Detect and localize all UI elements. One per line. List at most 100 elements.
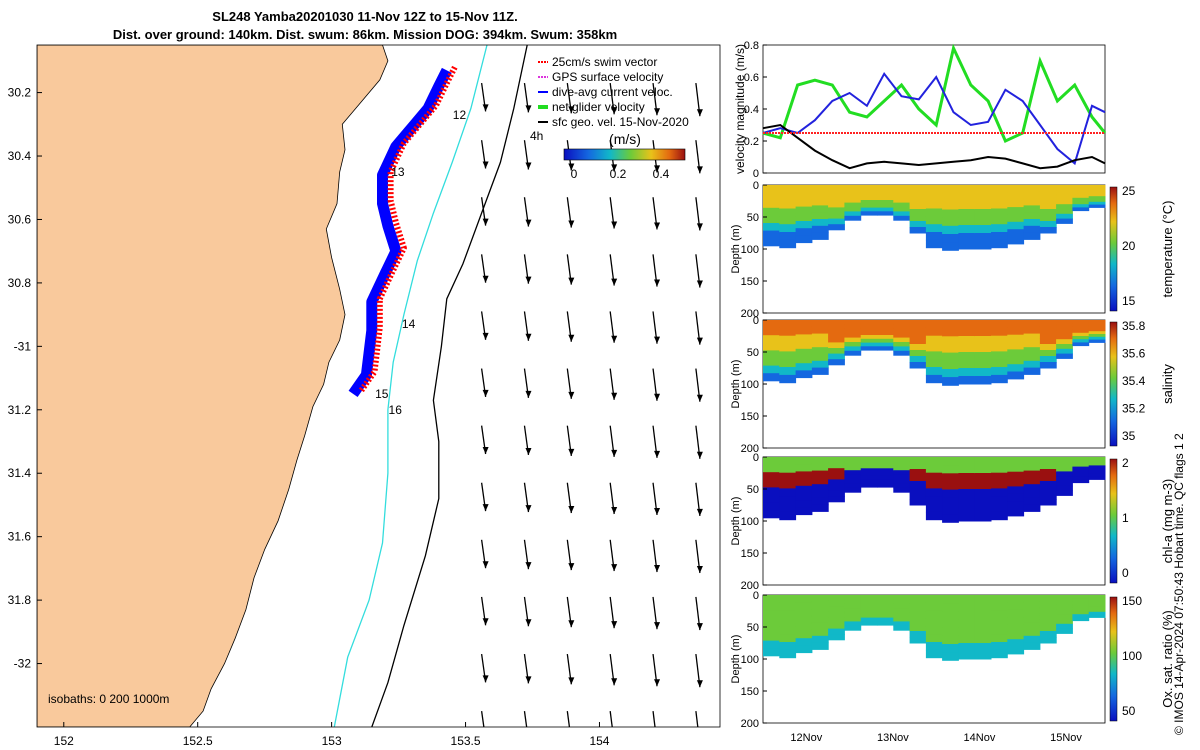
profile-cell [958, 368, 976, 377]
profile-cell [942, 506, 959, 515]
profile-cell [942, 595, 959, 604]
current-arrow-head [654, 679, 661, 687]
profile-cell [893, 328, 911, 334]
profile-cell [925, 634, 943, 643]
profile-cell [958, 328, 976, 337]
profile-colorbar-label: chl-a (mg m-3) [1160, 479, 1175, 564]
profile-cell [942, 185, 959, 194]
current-arrow-head [696, 280, 703, 288]
profile-cell [1088, 606, 1106, 610]
profile-cell [795, 334, 813, 343]
profile-cell [795, 213, 813, 222]
profile-cell [811, 219, 829, 227]
profile-cell [795, 206, 813, 215]
profile-cell [1088, 320, 1106, 324]
profile-cell [991, 649, 1008, 659]
profile-cell [991, 232, 1008, 241]
profile-cell [1088, 204, 1106, 208]
profile-cell [1088, 336, 1106, 341]
profile-cell [844, 625, 862, 631]
profile-cell [877, 338, 894, 344]
profile-cell [1039, 344, 1057, 351]
profile-cell [795, 363, 813, 371]
profile-colorbar-tick: 20 [1122, 239, 1136, 253]
profile-cell [1072, 611, 1090, 615]
profile-cell [844, 342, 862, 347]
profile-y-tick-label: 0 [753, 590, 759, 602]
profile-cell [860, 323, 878, 329]
profile-cell [1056, 334, 1073, 340]
profile-cell [1023, 212, 1041, 220]
profile-cell [763, 327, 780, 336]
profile-cell [877, 335, 894, 340]
profile-cell [860, 595, 878, 600]
profile-cell [860, 342, 878, 347]
profile-cell [877, 185, 894, 190]
map-y-ticks: 30.2 30.4 30.6 30.8 -31 31.2 31.4 31.6 31.8 -32 [8, 86, 42, 671]
current-arrow-head [568, 106, 575, 114]
profile-cell [877, 203, 894, 209]
profile-cell [1072, 339, 1090, 343]
profile-cell [795, 341, 813, 350]
profile-cell [1007, 221, 1025, 230]
profile-cell [763, 625, 780, 634]
profile-cell [909, 185, 927, 192]
profile-cell [1072, 342, 1090, 347]
profile-ylabel: Depth (m) [730, 635, 742, 684]
profile-cell [958, 201, 976, 210]
profile-cell [1072, 323, 1090, 327]
profile-cell [925, 602, 943, 612]
profile-cell [828, 320, 845, 327]
profile-cell [893, 457, 911, 462]
profile-cell [909, 493, 927, 500]
profile-cell [828, 196, 845, 203]
profile-y-tick-label: 200 [741, 443, 759, 455]
profile-cell [991, 208, 1008, 217]
current-arrow-head [611, 392, 618, 400]
profile-cell [811, 340, 829, 348]
profile-cell [974, 360, 992, 369]
profile-cell [1056, 185, 1073, 191]
profile-cell [1072, 320, 1090, 324]
profile-cell [909, 625, 927, 632]
map-x-tick-label: 152 [54, 734, 74, 748]
profile-cell [877, 613, 894, 619]
profile-cell [893, 474, 911, 480]
profile-cell [893, 483, 911, 489]
profile-cell [909, 209, 927, 216]
profile-y-tick-label: 0 [753, 452, 759, 464]
profile-cell [925, 343, 943, 352]
day-marker-label: 13 [391, 165, 405, 179]
profile-cell [893, 608, 911, 614]
map-y-tick-label: 30.4 [8, 149, 32, 163]
profile-cell [811, 360, 829, 369]
profile-cell [1056, 213, 1073, 220]
profile-cell [828, 490, 845, 497]
profile-cell [779, 327, 797, 337]
profile-cell [795, 457, 813, 465]
profile-cell [991, 335, 1008, 344]
current-arrow-head [525, 619, 532, 627]
profile-cell [763, 223, 780, 232]
profile-cell [909, 362, 927, 369]
profile-cell [958, 603, 976, 612]
profile-cell [974, 368, 992, 377]
profile-cell [925, 185, 943, 194]
profile-cell [763, 617, 780, 626]
profile-cell [779, 185, 797, 194]
profile-cell [1088, 190, 1106, 194]
profile-cell [795, 464, 813, 472]
profile-cell [811, 608, 829, 616]
profile-cell [942, 497, 959, 507]
profile-cell [763, 350, 780, 359]
current-arrow-head [482, 275, 489, 283]
profile-cell [828, 623, 845, 630]
profile-cell [958, 595, 976, 604]
profile-cell [1023, 497, 1041, 506]
profile-cell [1088, 187, 1106, 192]
profile-cell [893, 625, 911, 631]
profile-cell [763, 479, 780, 488]
profile-cell [811, 595, 829, 603]
profile-cell [828, 331, 845, 338]
profile-cell [1072, 466, 1090, 471]
